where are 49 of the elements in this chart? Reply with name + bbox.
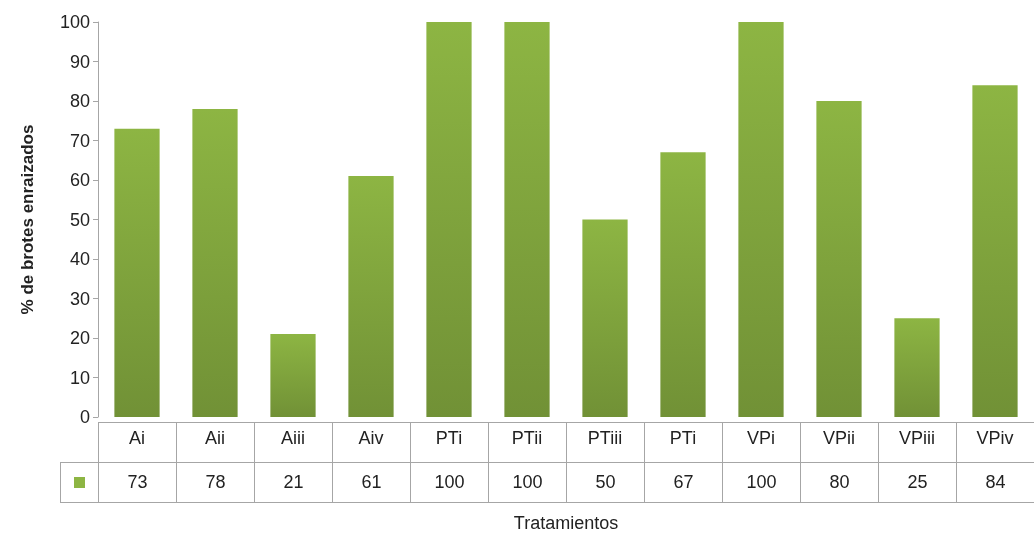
x-axis-title: Tratamientos (513, 513, 619, 533)
bar (504, 22, 550, 417)
data-label: 100 (488, 462, 567, 503)
bar (582, 219, 628, 417)
x-tick-label: Aiii (280, 428, 306, 448)
bar (114, 128, 160, 417)
data-label: 100 (722, 462, 801, 503)
data-label: 73 (98, 462, 177, 503)
data-label: 80 (800, 462, 879, 503)
y-axis-title: % de brotes enraizados (18, 124, 37, 315)
data-label: 21 (254, 462, 333, 503)
y-tick-label: 0 (79, 407, 90, 427)
x-tick-label: PTi (669, 428, 697, 448)
data-label: 50 (566, 462, 645, 503)
bar (972, 85, 1018, 417)
x-tick-label: VPiii (898, 428, 936, 448)
x-tick-label: PTii (511, 428, 543, 448)
x-tick-label: PTi (435, 428, 463, 448)
bar (894, 318, 940, 417)
data-label: 84 (956, 462, 1034, 503)
y-tick-label: 90 (69, 51, 90, 72)
x-tick-label: VPii (822, 428, 856, 448)
bar (738, 22, 784, 417)
x-tick-label: VPi (746, 428, 776, 448)
y-tick-label: 40 (69, 249, 90, 269)
y-tick-label: 80 (69, 91, 90, 111)
y-tick-label: 60 (69, 170, 90, 190)
y-tick-label: 20 (69, 328, 90, 348)
data-label: 61 (332, 462, 411, 503)
bar (660, 152, 706, 417)
y-tick-label: 100 (59, 12, 90, 32)
x-tick-label: Aii (204, 428, 226, 448)
y-tick-label: 50 (69, 209, 90, 230)
data-label: 67 (644, 462, 723, 503)
bar (270, 334, 316, 417)
y-tick-label: 10 (69, 367, 90, 388)
bar (426, 22, 472, 417)
x-tick-label: VPiv (976, 428, 1014, 448)
bar (192, 108, 238, 417)
bar (816, 101, 862, 417)
x-tick-label: Ai (128, 428, 146, 448)
bar (348, 176, 394, 417)
x-tick-label: Aiv (358, 428, 384, 448)
x-tick-label: PTiii (587, 428, 623, 448)
data-label: 25 (878, 462, 957, 503)
data-label: 100 (410, 462, 489, 503)
data-label: 78 (176, 462, 255, 503)
y-tick-label: 30 (69, 288, 90, 309)
y-tick-label: 70 (69, 130, 90, 151)
